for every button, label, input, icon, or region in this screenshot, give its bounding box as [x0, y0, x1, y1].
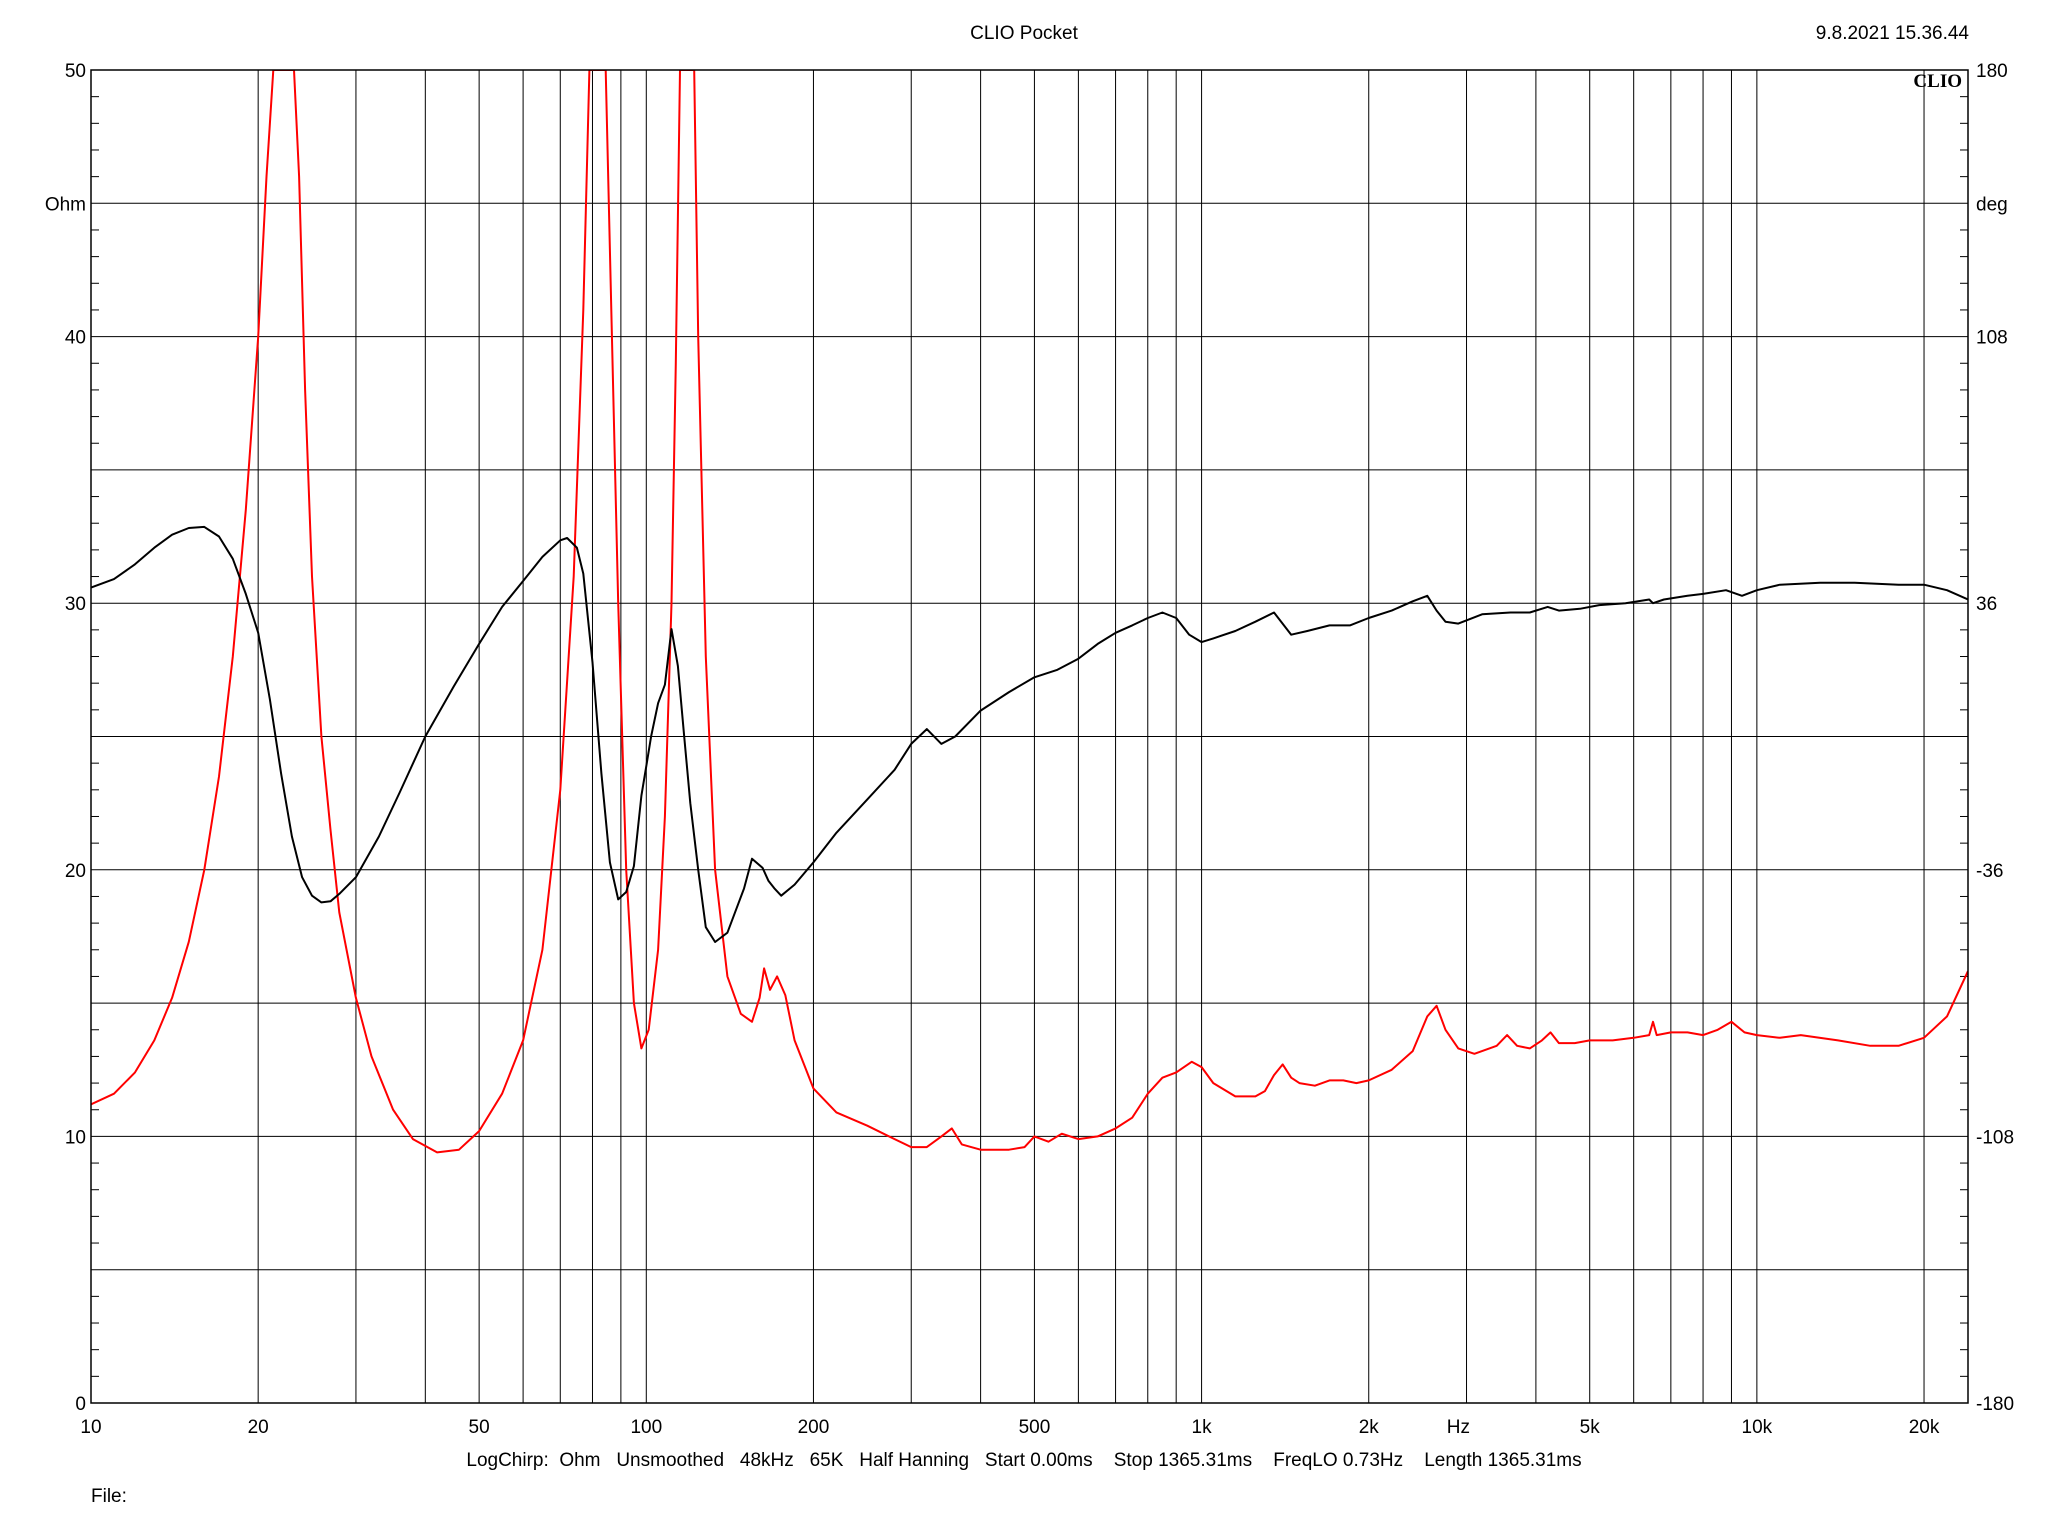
x-tick-label: 200	[798, 1417, 830, 1438]
series-layer	[91, 70, 1968, 1154]
chart-title: CLIO Pocket	[970, 23, 1078, 44]
y-right-tick-label: -36	[1976, 861, 2003, 882]
brand-logo: CLIO	[1913, 71, 1962, 92]
y-left-tick-label: 10	[65, 1127, 86, 1148]
y-left-tick-label: 40	[65, 328, 86, 349]
y-right-tick-label: -108	[1976, 1127, 2014, 1148]
grid-lines	[91, 70, 1968, 1403]
y-left-tick-label: 0	[75, 1394, 86, 1415]
x-axis-label: Hz	[1447, 1417, 1470, 1438]
axis-labels: 10 20 50 100 200 500 1k 2k 5k 10k 20kHz01020304050…	[45, 61, 2014, 1438]
y-left-axis-label: Ohm	[45, 194, 86, 215]
y-right-tick-label: 36	[1976, 594, 1997, 615]
y-left-tick-label: 50	[65, 61, 86, 82]
y-right-tick-label: -180	[1976, 1394, 2014, 1415]
x-tick-label: 20k	[1909, 1417, 1940, 1438]
plot-frame	[90, 69, 1969, 1404]
x-tick-label: 5k	[1580, 1417, 1601, 1438]
y-right-axis-label: deg	[1976, 194, 2008, 215]
measurement-settings: LogChirp: Ohm Unsmoothed 48kHz 65K Half …	[466, 1450, 1582, 1471]
y-left-tick-label: 20	[65, 861, 86, 882]
y-right-tick-label: 180	[1976, 61, 2008, 82]
x-tick-label: 50	[469, 1417, 490, 1438]
impedance-phase-line	[91, 525, 1968, 943]
y-right-tick-label: 108	[1976, 328, 2008, 349]
x-tick-label: 1k	[1192, 1417, 1213, 1438]
x-tick-label: 10	[80, 1417, 101, 1438]
x-tick-label: 100	[630, 1417, 662, 1438]
file-label: File:	[91, 1486, 127, 1507]
y-left-tick-label: 30	[65, 594, 86, 615]
x-tick-label: 20	[248, 1417, 269, 1438]
impedance-magnitude-line	[91, 70, 1968, 1154]
tick-marks	[91, 96, 1968, 1377]
x-tick-label: 500	[1019, 1417, 1051, 1438]
timestamp: 9.8.2021 15.36.44	[1815, 23, 1969, 44]
x-tick-label: 10k	[1742, 1417, 1773, 1438]
x-tick-label: 2k	[1359, 1417, 1380, 1438]
